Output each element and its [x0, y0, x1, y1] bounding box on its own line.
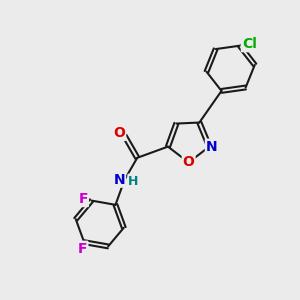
Text: H: H: [128, 175, 139, 188]
Text: Cl: Cl: [242, 37, 257, 51]
Text: F: F: [78, 192, 88, 206]
Text: O: O: [183, 155, 195, 170]
Text: N: N: [206, 140, 218, 154]
Text: N: N: [113, 173, 125, 187]
Text: O: O: [113, 126, 125, 140]
Text: F: F: [78, 242, 87, 256]
